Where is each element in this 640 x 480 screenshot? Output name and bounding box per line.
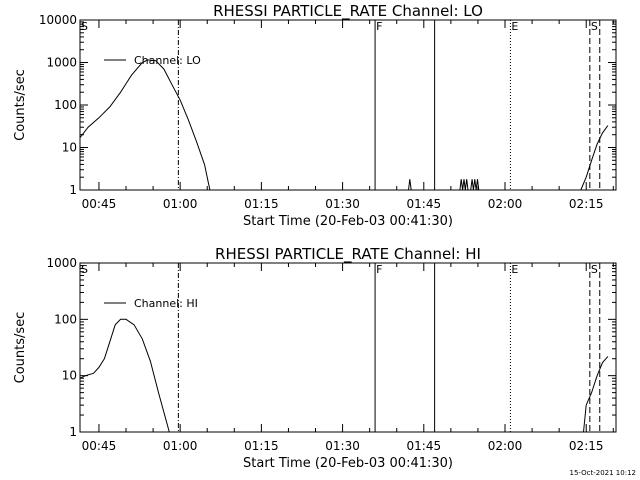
x-tick-label: 00:45: [82, 439, 117, 453]
event-marker-label: S: [81, 20, 88, 33]
x-axis-label: Start Time (20-Feb-03 00:41:30): [243, 456, 453, 471]
x-tick-label: 01:45: [407, 439, 442, 453]
chart-title: RHESSI PARTICLE_RATE Channel: LO: [213, 2, 483, 21]
series-line: [580, 125, 609, 191]
x-tick-label: 00:45: [82, 197, 117, 211]
x-tick-label: 01:15: [244, 439, 279, 453]
legend-label: Channel: LO: [134, 54, 201, 67]
y-tick-label: 1: [69, 425, 77, 439]
x-tick-label: 01:45: [407, 197, 442, 211]
y-axis-label: Counts/sec: [13, 69, 28, 141]
x-tick-label: 01:00: [163, 197, 198, 211]
x-axis-label: Start Time (20-Feb-03 00:41:30): [243, 214, 453, 229]
x-tick-label: 01:15: [244, 197, 279, 211]
chart-title: RHESSI PARTICLE_RATE Channel: HI: [215, 245, 481, 264]
y-tick-label: 10: [62, 369, 77, 383]
x-tick-label: 02:00: [488, 439, 523, 453]
x-tick-label: 01:30: [325, 197, 360, 211]
y-tick-label: 10: [62, 141, 77, 155]
series-line: [79, 59, 211, 191]
event-marker-label: S: [591, 263, 598, 276]
plot-frame: [79, 19, 617, 191]
y-tick-label: 1000: [46, 56, 77, 70]
event-marker-label: F: [376, 20, 382, 33]
series-line: [408, 179, 412, 191]
y-tick-label: 100: [54, 312, 77, 326]
y-tick-label: 100: [54, 98, 77, 112]
legend-label: Channel: HI: [134, 297, 198, 310]
y-tick-label: 1: [69, 183, 77, 197]
event-marker-label: E: [511, 263, 518, 276]
plot-frame: [79, 262, 617, 433]
event-marker-label: E: [511, 20, 518, 33]
event-marker-label: F: [376, 263, 382, 276]
x-tick-label: 02:15: [569, 197, 604, 211]
y-tick-label: 10000: [39, 13, 77, 27]
y-tick-label: 1000: [46, 256, 77, 270]
series-line: [459, 179, 469, 191]
timestamp-label: 15-Oct-2021 10:12: [569, 469, 636, 477]
event-marker-label: S: [591, 20, 598, 33]
x-tick-label: 02:00: [488, 197, 523, 211]
event-marker-label: S: [81, 263, 88, 276]
x-tick-label: 02:15: [569, 439, 604, 453]
x-tick-label: 01:00: [163, 439, 198, 453]
x-tick-label: 01:30: [325, 439, 360, 453]
series-line: [79, 318, 170, 433]
series-line: [583, 356, 609, 433]
series-line: [470, 179, 480, 191]
y-axis-label: Counts/sec: [13, 312, 28, 384]
